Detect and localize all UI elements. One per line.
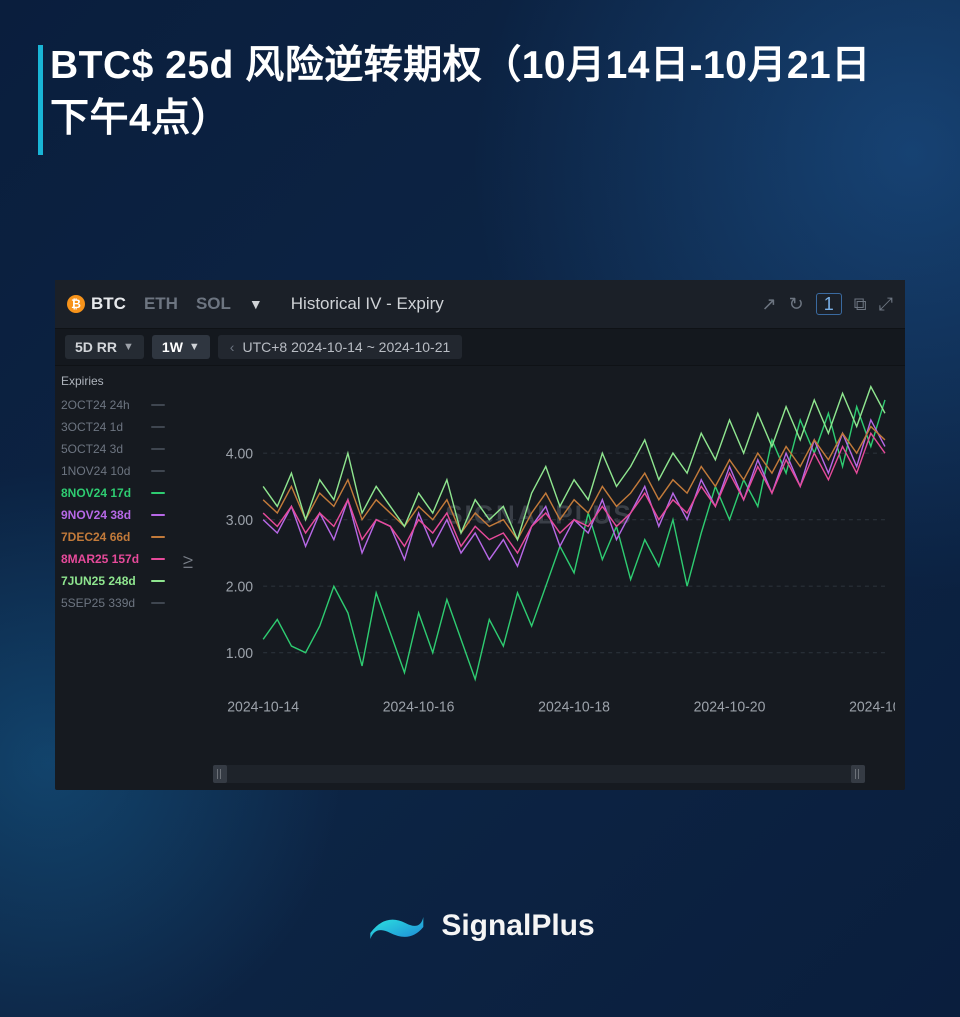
panel-controls: 5D RR ▼ 1W ▼ ‹ UTC+8 2024-10-14 ~ 2024-1…	[55, 328, 905, 366]
svg-text:3.00: 3.00	[226, 513, 253, 529]
chevron-down-icon: ▼	[189, 341, 200, 353]
time-scrubber[interactable]	[213, 758, 865, 790]
legend-item[interactable]: 2OCT24 24h	[57, 394, 169, 416]
panel-action-icons: ↗ ↻ 1 ⧉ ⤢	[762, 293, 893, 315]
legend-swatch	[151, 580, 165, 582]
layout-1-icon[interactable]: 1	[816, 293, 842, 315]
page-header: BTC$ 25d 风险逆转期权（10月14日-10月21日下午4点）	[50, 40, 910, 145]
legend-item[interactable]: 5SEP25 339d	[57, 592, 169, 614]
timeframe-select[interactable]: 1W ▼	[152, 335, 210, 359]
legend-item[interactable]: 7JUN25 248d	[57, 570, 169, 592]
legend-label: 3OCT24 1d	[61, 420, 123, 434]
copy-icon[interactable]: ⧉	[854, 294, 867, 315]
y-axis-label: IV	[181, 555, 196, 569]
legend-item[interactable]: 8NOV24 17d	[57, 482, 169, 504]
scrubber-track	[213, 765, 865, 783]
legend-item[interactable]: 3OCT24 1d	[57, 416, 169, 438]
panel-top-bar: ₿ BTC ETH SOL ▼ Historical IV - Expiry ↗…	[55, 280, 905, 328]
legend-label: 1NOV24 10d	[61, 464, 130, 478]
chart-plot[interactable]: 1.00 2.00 3.00 4.00 2024-10-14 2024-10-16 2024…	[213, 376, 895, 718]
tab-btc[interactable]: ₿ BTC	[67, 294, 126, 314]
svg-text:2024-10-18: 2024-10-18	[538, 699, 610, 716]
legend-swatch	[151, 404, 165, 406]
btc-icon: ₿	[67, 295, 85, 313]
legend-label: 8MAR25 157d	[61, 552, 139, 566]
legend-item[interactable]: 8MAR25 157d	[57, 548, 169, 570]
scrubber-handle-left[interactable]	[213, 765, 227, 783]
chart-body: Expiries 2OCT24 24h 3OCT24 1d 5OCT24 3d 1NO…	[55, 366, 905, 758]
legend-swatch	[151, 602, 165, 604]
fullscreen-icon[interactable]: ⤢	[879, 294, 893, 315]
legend-swatch	[151, 470, 165, 472]
svg-text:2024-10-16: 2024-10-16	[383, 699, 455, 716]
chevron-down-icon: ▼	[123, 341, 134, 353]
legend-label: 5OCT24 3d	[61, 442, 123, 456]
logo-text: SignalPlus	[441, 909, 594, 943]
metric-select[interactable]: 5D RR ▼	[65, 335, 144, 359]
legend-item[interactable]: 9NOV24 38d	[57, 504, 169, 526]
svg-text:2024-10-20: 2024-10-20	[694, 699, 766, 716]
legend-swatch	[151, 492, 165, 494]
chevron-left-icon: ‹	[230, 339, 235, 355]
legend-label: 7DEC24 66d	[61, 530, 130, 544]
time-range-display[interactable]: ‹ UTC+8 2024-10-14 ~ 2024-10-21	[218, 335, 462, 359]
legend-title: Expiries	[57, 374, 169, 388]
svg-text:2.00: 2.00	[226, 579, 253, 595]
legend-swatch	[151, 514, 165, 516]
asset-tabs: ₿ BTC ETH SOL ▼ Historical IV - Expiry	[67, 294, 444, 314]
tab-eth[interactable]: ETH	[144, 294, 178, 314]
legend-item[interactable]: 7DEC24 66d	[57, 526, 169, 548]
asset-dropdown-icon[interactable]: ▼	[249, 296, 263, 312]
svg-text:2024-10-14: 2024-10-14	[227, 699, 299, 716]
svg-text:4.00: 4.00	[226, 446, 253, 462]
footer-logo: SignalPlus	[365, 905, 594, 947]
panel-title: Historical IV - Expiry	[291, 294, 444, 314]
tab-sol[interactable]: SOL	[196, 294, 231, 314]
legend: Expiries 2OCT24 24h 3OCT24 1d 5OCT24 3d 1NO…	[55, 366, 173, 758]
legend-swatch	[151, 536, 165, 538]
scrubber-handle-right[interactable]	[851, 765, 865, 783]
legend-swatch	[151, 426, 165, 428]
legend-item[interactable]: 1NOV24 10d	[57, 460, 169, 482]
legend-label: 8NOV24 17d	[61, 486, 131, 500]
svg-text:1.00: 1.00	[226, 646, 253, 663]
legend-label: 9NOV24 38d	[61, 508, 131, 522]
header-accent-bar	[38, 45, 43, 155]
chart-area: IV SIGNALPLUS 1.002.003.004.002024-10-14…	[173, 366, 905, 758]
refresh-icon[interactable]: ↻	[789, 294, 804, 315]
legend-item[interactable]: 5OCT24 3d	[57, 438, 169, 460]
legend-swatch	[151, 558, 165, 560]
legend-label: 7JUN25 248d	[61, 574, 136, 588]
share-icon[interactable]: ↗	[762, 294, 777, 315]
page-title: BTC$ 25d 风险逆转期权（10月14日-10月21日下午4点）	[50, 40, 910, 145]
legend-swatch	[151, 448, 165, 450]
logo-icon	[365, 905, 427, 947]
legend-label: 2OCT24 24h	[61, 398, 130, 412]
legend-label: 5SEP25 339d	[61, 596, 135, 610]
svg-text:2024-10-22: 2024-10-22	[849, 699, 895, 716]
chart-panel: ₿ BTC ETH SOL ▼ Historical IV - Expiry ↗…	[55, 280, 905, 790]
